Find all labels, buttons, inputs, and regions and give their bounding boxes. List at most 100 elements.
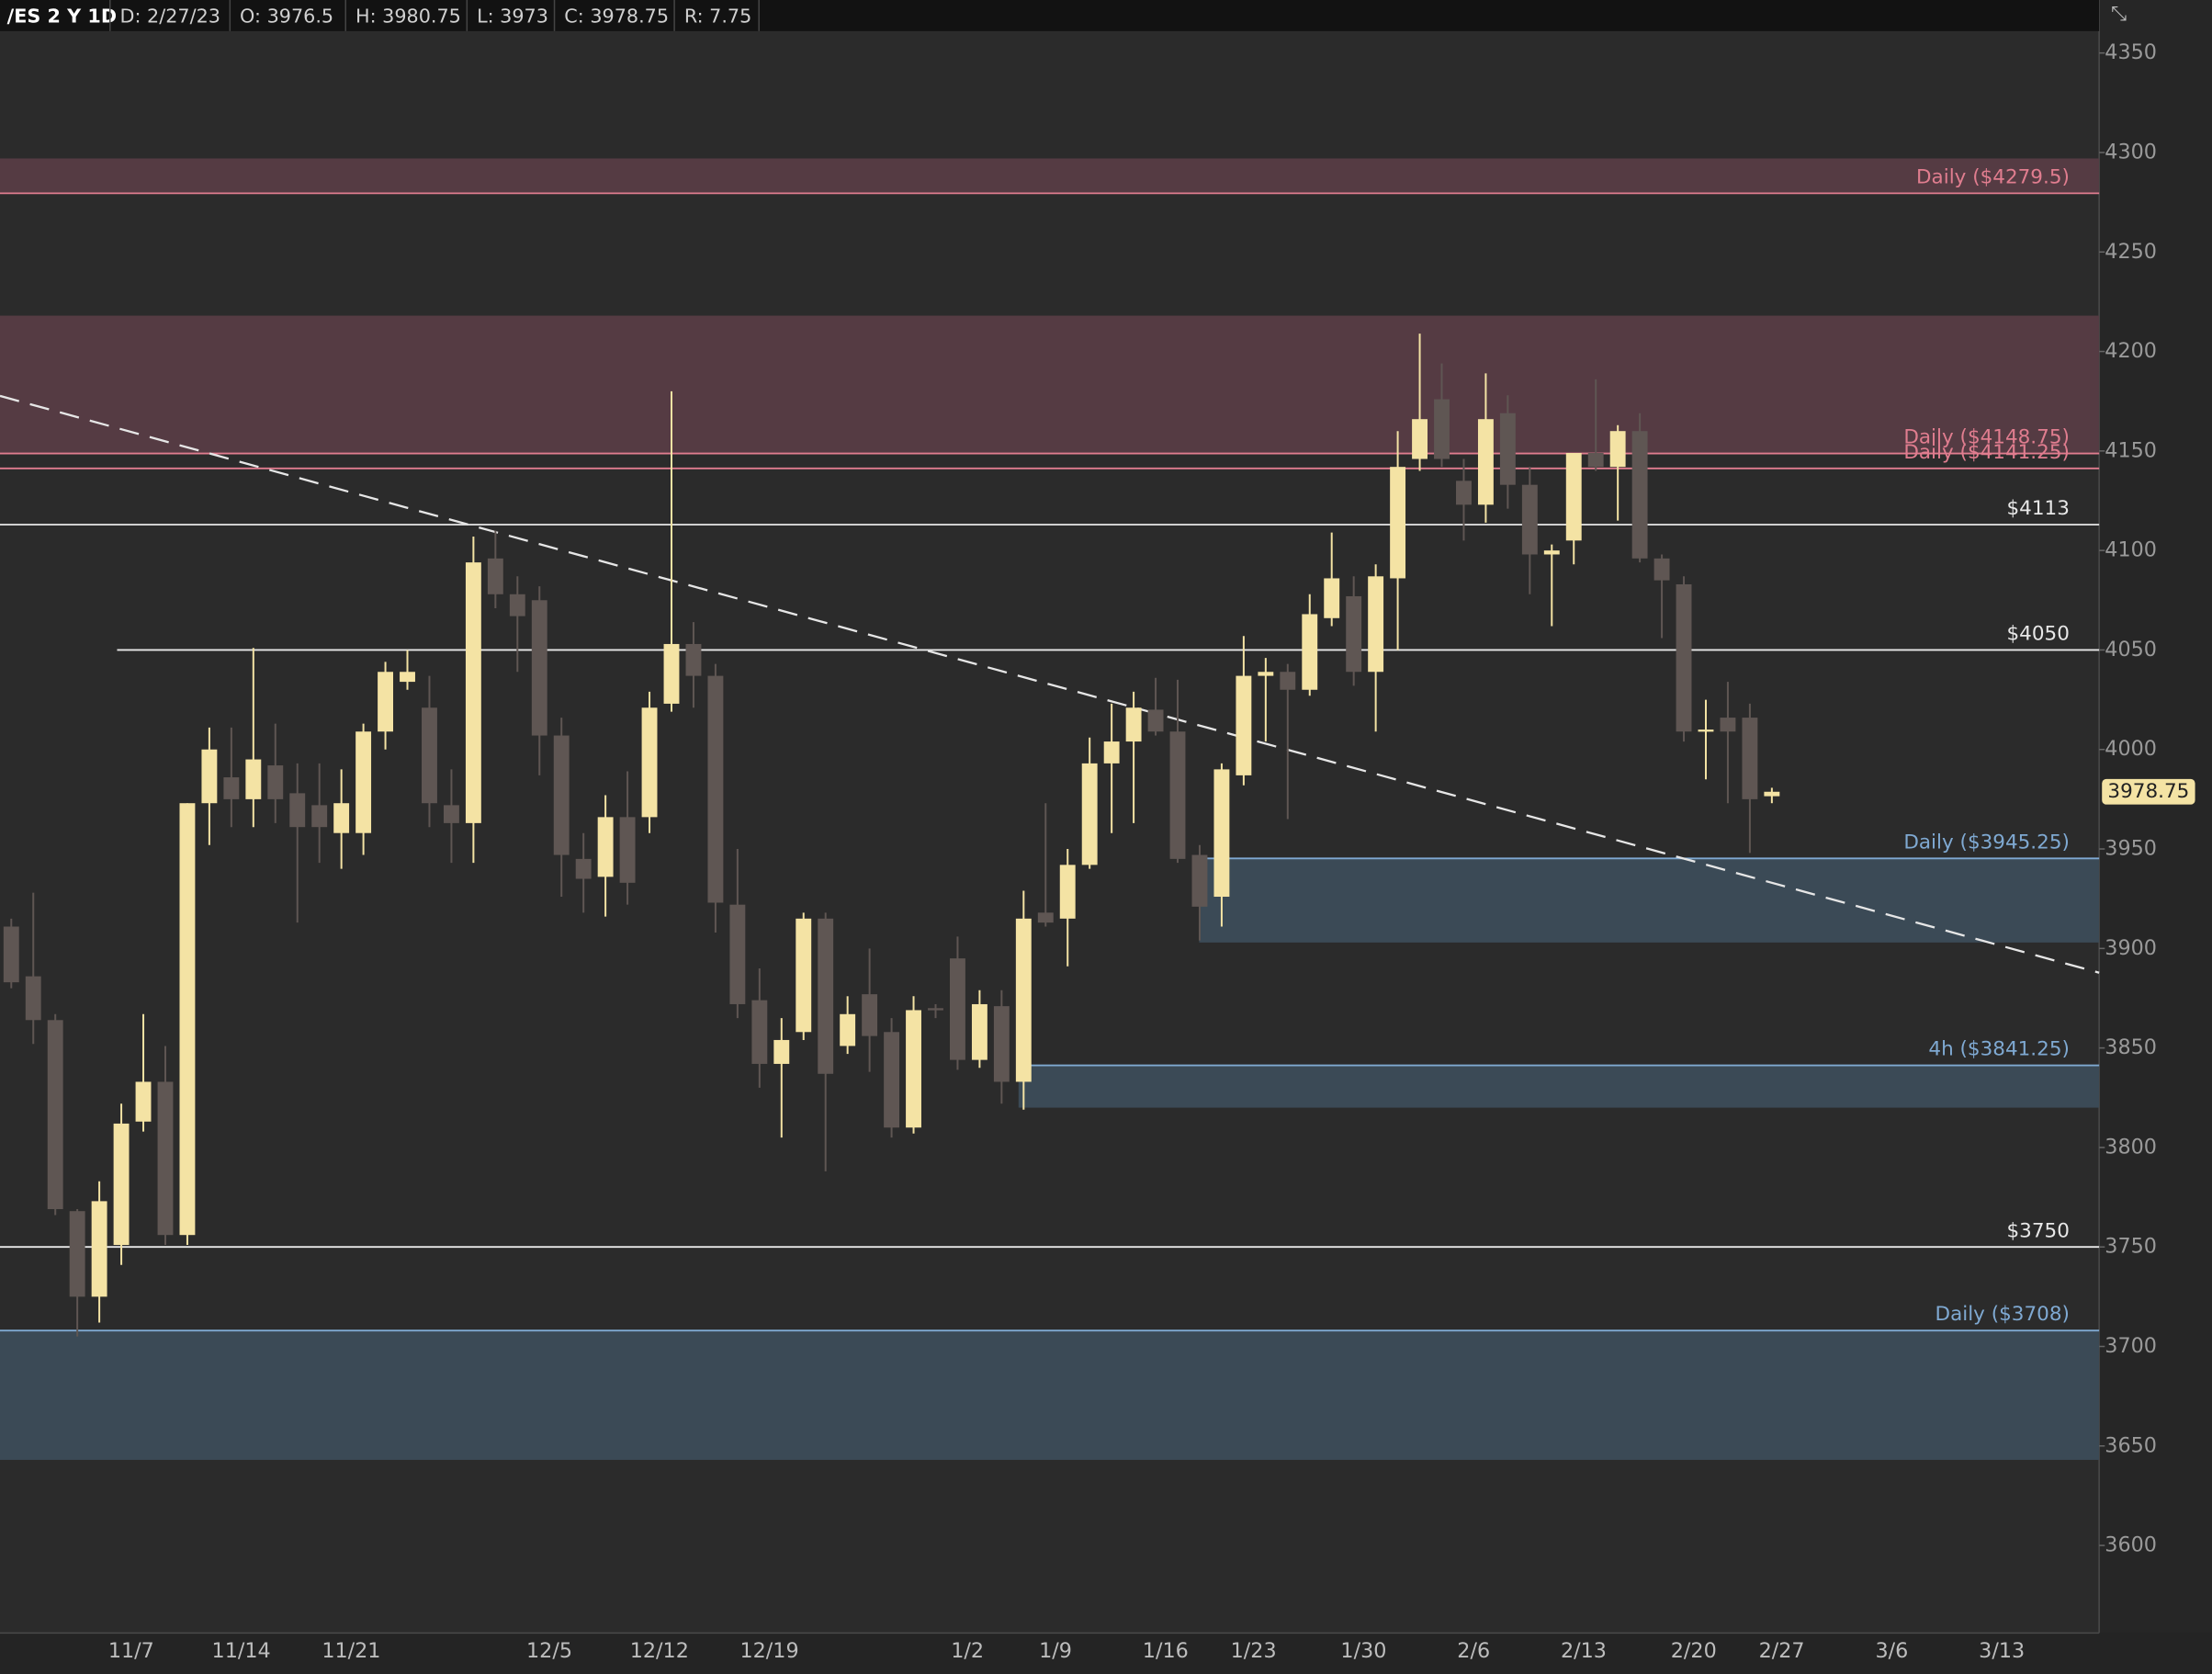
x-tick-label: 1/9 xyxy=(1039,1639,1072,1663)
y-tick-label: 4150 xyxy=(2105,438,2157,462)
x-tick-label: 3/6 xyxy=(1875,1639,1908,1663)
candle-body xyxy=(1258,672,1274,676)
candle-body xyxy=(1324,578,1340,618)
zones xyxy=(0,158,2100,1460)
x-tick-label: 1/16 xyxy=(1143,1639,1189,1663)
levels: Daily ($4279.5) Daily ($4148.75)Daily ($4… xyxy=(0,165,2100,1332)
x-tick-label: 2/20 xyxy=(1671,1639,1717,1663)
candle-body xyxy=(928,1008,943,1011)
date-axis-panel xyxy=(0,1633,2212,1674)
candle-body xyxy=(1653,558,1670,581)
candle-body xyxy=(1499,413,1516,485)
candle-body xyxy=(487,558,503,594)
candle-body xyxy=(333,803,350,833)
candle-body xyxy=(1698,730,1714,732)
candle-body xyxy=(47,1020,63,1210)
last-price-label: 3978.75 xyxy=(2107,780,2189,803)
x-tick-label: 12/19 xyxy=(740,1639,799,1663)
candle-body xyxy=(1434,399,1450,459)
zone xyxy=(1018,1065,2100,1108)
candle-body xyxy=(773,1039,790,1064)
candle-body xyxy=(1565,453,1582,541)
level-label: Daily ($4148.75) xyxy=(1903,426,2070,449)
collapse-icon[interactable]: ⤡ xyxy=(2111,2,2127,25)
candle-body xyxy=(1015,918,1032,1082)
x-tick-label: 1/2 xyxy=(951,1639,984,1663)
candles xyxy=(3,334,1780,1337)
candle-body xyxy=(597,817,614,877)
zone xyxy=(0,1330,2100,1460)
candle-body xyxy=(840,1013,856,1046)
candle-body xyxy=(1081,763,1098,865)
candle-body xyxy=(884,1032,900,1128)
candle-body xyxy=(1477,419,1494,505)
candle-body xyxy=(1169,731,1186,859)
candle-body xyxy=(378,672,394,732)
candle-body xyxy=(993,1006,1010,1082)
candle-body xyxy=(663,643,680,704)
candle-body xyxy=(157,1081,174,1236)
y-tick-label: 3600 xyxy=(2105,1533,2157,1557)
y-tick-label: 4200 xyxy=(2105,339,2157,363)
candle-body xyxy=(729,904,746,1004)
candle-body xyxy=(509,594,525,616)
level-label: Daily ($3945.25) xyxy=(1903,831,2070,854)
y-tick-label: 3650 xyxy=(2105,1433,2157,1457)
candle-body xyxy=(465,562,481,823)
candle-body xyxy=(311,805,328,828)
y-tick-label: 3850 xyxy=(2105,1035,2157,1059)
candle-body xyxy=(356,731,372,833)
candle-body xyxy=(1103,741,1120,763)
candle-body xyxy=(1764,791,1780,797)
y-tick-label: 3700 xyxy=(2105,1334,2157,1358)
y-tick-label: 3800 xyxy=(2105,1135,2157,1159)
candle-body xyxy=(1521,484,1538,555)
header-field: /ES 2 Y 1D xyxy=(7,5,117,27)
header: /ES 2 Y 1D D: 2/27/23 O: 3976.5 H: 3980.75 L… xyxy=(7,0,760,31)
header-field: R: 7.75 xyxy=(684,5,752,27)
candle-body xyxy=(1147,709,1164,732)
candle-body xyxy=(553,735,570,855)
header-field: D: 2/27/23 xyxy=(120,5,220,27)
header-field: L: 3973 xyxy=(477,5,548,27)
level-label: 4h ($3841.25) xyxy=(1928,1038,2069,1061)
candle-body xyxy=(400,672,415,683)
candle-body xyxy=(25,976,41,1021)
candle-body xyxy=(223,777,240,799)
candle-body xyxy=(179,803,196,1236)
candle-body xyxy=(1456,481,1472,505)
candle-body xyxy=(751,1000,768,1064)
candle-body xyxy=(113,1123,130,1246)
x-tick-label: 1/23 xyxy=(1231,1639,1277,1663)
candle-body xyxy=(1390,467,1406,579)
header-bar xyxy=(0,0,2100,31)
candle-body xyxy=(443,805,459,823)
x-tick-label: 1/30 xyxy=(1340,1639,1386,1663)
header-field: C: 3978.75 xyxy=(564,5,669,27)
candle-body xyxy=(906,1010,921,1128)
candle-body xyxy=(796,918,812,1033)
y-tick-label: 4350 xyxy=(2105,40,2157,64)
level-label: Daily ($3708) xyxy=(1936,1303,2070,1326)
zone xyxy=(1199,858,2100,943)
axis: 3600 3650 3700 3750 3800 3850 3900 3950 4000 4050… xyxy=(108,40,2195,1663)
candle-body xyxy=(1368,576,1384,673)
candle-body xyxy=(1037,912,1054,923)
header-field: H: 3980.75 xyxy=(356,5,461,27)
candle-body xyxy=(1412,419,1428,459)
candle-body xyxy=(91,1201,107,1297)
candle-body xyxy=(3,926,19,983)
y-tick-label: 4050 xyxy=(2105,638,2157,662)
candle-body xyxy=(289,793,306,828)
candle-body xyxy=(1302,614,1318,690)
candle-body xyxy=(949,958,965,1060)
x-tick-label: 3/13 xyxy=(1979,1639,2025,1663)
candle-body xyxy=(641,707,658,818)
level-label: Daily ($4279.5) xyxy=(1916,165,2070,188)
y-tick-label: 3900 xyxy=(2105,936,2157,960)
candle-body xyxy=(1676,583,1692,732)
candle-body xyxy=(575,858,592,879)
x-tick-label: 11/21 xyxy=(322,1639,380,1663)
